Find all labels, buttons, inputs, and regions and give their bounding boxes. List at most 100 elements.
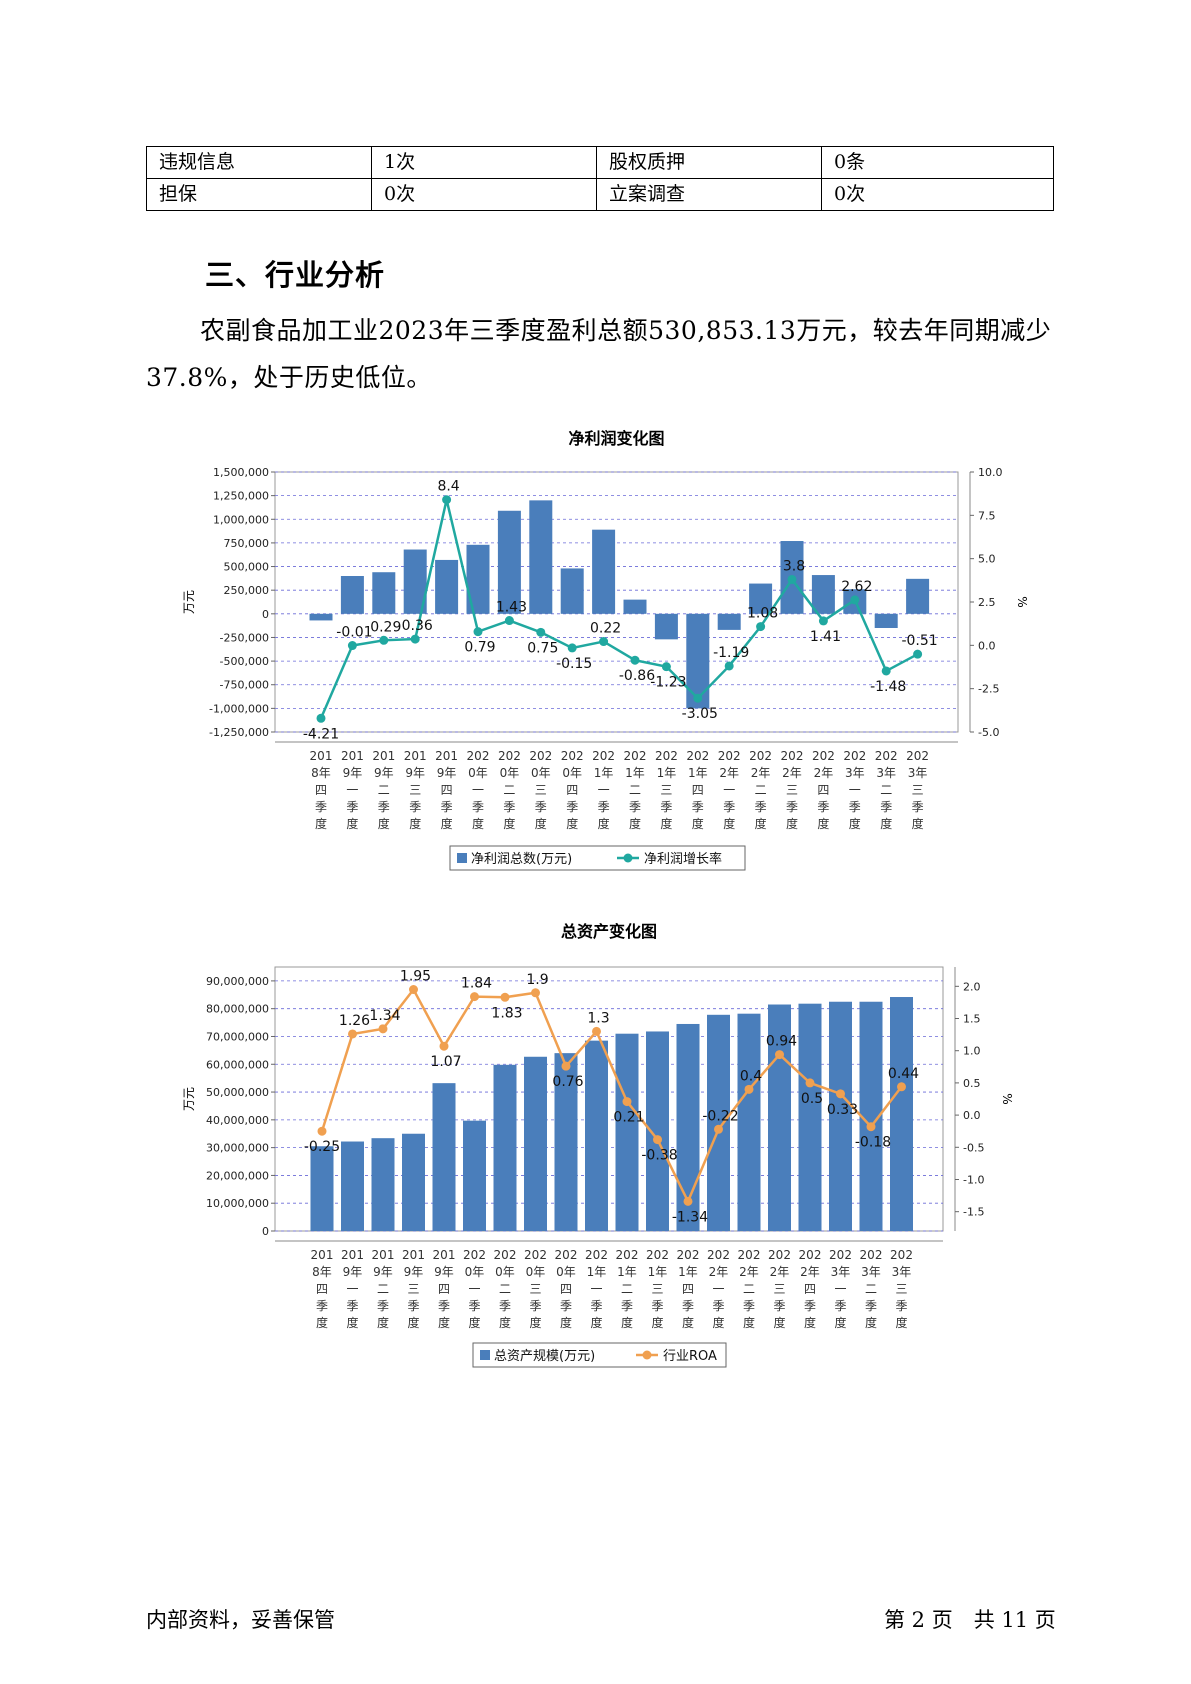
y-left-tick-label: 500,000 [224, 561, 270, 574]
data-label: 2.62 [841, 579, 872, 595]
bar [435, 559, 459, 614]
y-right-tick-label: 1.5 [963, 1013, 981, 1026]
data-label: 1.84 [461, 976, 492, 992]
y-left-tick-label: -750,000 [220, 679, 269, 692]
data-label: 1.83 [491, 1005, 522, 1021]
x-tick-label: 202 2年三季度 [768, 1248, 791, 1330]
y-left-tick-label: 30,000,000 [206, 1142, 269, 1155]
data-point [622, 1097, 632, 1107]
x-tick-label: 201 9年二季度 [372, 749, 395, 831]
data-label: -1.19 [713, 645, 749, 661]
data-point [836, 1089, 845, 1099]
data-point [913, 649, 923, 659]
y-left-tick-label: 0 [262, 608, 269, 621]
data-point [561, 1061, 571, 1071]
y-left-tick-label: 250,000 [224, 584, 270, 597]
y-right-tick-label: -5.0 [978, 726, 999, 739]
x-tick-label: 201 9年四季度 [435, 749, 458, 831]
bar [798, 1003, 822, 1231]
data-label: -3.05 [682, 706, 718, 722]
data-label: -0.38 [641, 1148, 677, 1164]
legend-bar-label: 净利润总数(万元) [471, 852, 572, 867]
bar [811, 575, 835, 614]
table-cell: 0次 [371, 178, 597, 211]
bar [623, 599, 647, 614]
y-right-tick-label: 0.5 [963, 1077, 981, 1090]
data-point [756, 622, 766, 632]
y-right-tick-label: -2.5 [978, 683, 999, 696]
legend-bar-swatch [457, 853, 467, 863]
x-tick-label: 201 8年四季度 [310, 749, 333, 831]
x-tick-label: 201 8年四季度 [311, 1248, 334, 1330]
y-left-tick-label: 1,250,000 [213, 490, 269, 503]
bar [592, 529, 616, 614]
x-tick-label: 202 1年二季度 [616, 1248, 639, 1330]
table-cell: 1次 [371, 146, 597, 179]
bar [654, 613, 678, 640]
data-point [317, 1126, 327, 1136]
series-line [320, 987, 903, 1205]
x-tick-label: 202 2年一季度 [707, 1248, 730, 1330]
bar [524, 1056, 547, 1231]
data-label: 8.4 [437, 479, 459, 495]
y-right-tick-label: 0.0 [963, 1109, 981, 1122]
series-line [319, 499, 919, 719]
data-point [536, 627, 546, 637]
data-label: -0.25 [304, 1139, 340, 1155]
x-tick-label: 202 2年二季度 [738, 1248, 761, 1330]
chart-title: 净利润变化图 [568, 429, 664, 448]
x-tick-label: 202 3年一季度 [829, 1248, 852, 1330]
data-point [470, 992, 479, 1002]
y-left-axis-label: 万元 [182, 1087, 196, 1111]
x-tick-label: 202 1年三季度 [646, 1248, 669, 1330]
y-right-tick-label: 0.0 [978, 639, 996, 652]
y-left-tick-label: 50,000,000 [206, 1086, 269, 1099]
data-label: 0.33 [827, 1102, 858, 1118]
x-tick-label: 202 3年二季度 [860, 1248, 883, 1330]
data-point [500, 992, 510, 1002]
x-tick-label: 202 3年三季度 [906, 749, 929, 831]
bar [554, 1053, 578, 1231]
x-tick-label: 202 0年二季度 [498, 749, 521, 831]
x-tick-label: 202 0年一季度 [463, 1248, 486, 1330]
legend [472, 1342, 727, 1368]
bar [529, 500, 553, 614]
y-left-tick-label: -1,000,000 [209, 702, 269, 715]
data-point [592, 1026, 601, 1036]
legend-line-label: 行业ROA [663, 1349, 717, 1364]
data-label: -1.48 [870, 679, 906, 695]
footer-note: 内部资料，妥善保管 [146, 1608, 335, 1632]
bar [890, 997, 913, 1231]
bar [676, 1023, 700, 1231]
bar [874, 613, 898, 628]
bar [340, 576, 364, 614]
table-cell: 担保 [146, 178, 372, 211]
data-label: 1.95 [400, 969, 431, 985]
data-point [881, 666, 891, 676]
x-tick-label: 202 1年三季度 [655, 749, 678, 831]
bar [432, 1083, 456, 1231]
data-label: 0.4 [740, 1068, 762, 1084]
data-label: 1.43 [496, 600, 527, 616]
x-tick-label: 202 1年一季度 [592, 749, 615, 831]
data-point [473, 627, 483, 637]
bar [749, 583, 773, 614]
data-point [805, 1078, 815, 1088]
data-label: -0.86 [619, 668, 655, 684]
y-right-axis-label: % [1000, 1093, 1014, 1104]
y-left-tick-label: 1,500,000 [213, 466, 269, 479]
data-point [818, 616, 828, 626]
data-point [567, 643, 577, 653]
y-left-tick-label: 40,000,000 [206, 1114, 269, 1127]
x-tick-label: 202 2年四季度 [812, 749, 835, 831]
x-tick-label: 202 2年四季度 [799, 1248, 822, 1330]
y-right-tick-label: 1.0 [963, 1045, 981, 1058]
data-label: -1.34 [672, 1209, 708, 1225]
bar [560, 568, 584, 614]
x-tick-label: 202 2年三季度 [781, 749, 804, 831]
bar [717, 613, 741, 630]
bar [707, 1014, 730, 1231]
data-point [442, 495, 452, 505]
bar [493, 1064, 517, 1231]
table-cell: 0次 [821, 178, 1054, 211]
